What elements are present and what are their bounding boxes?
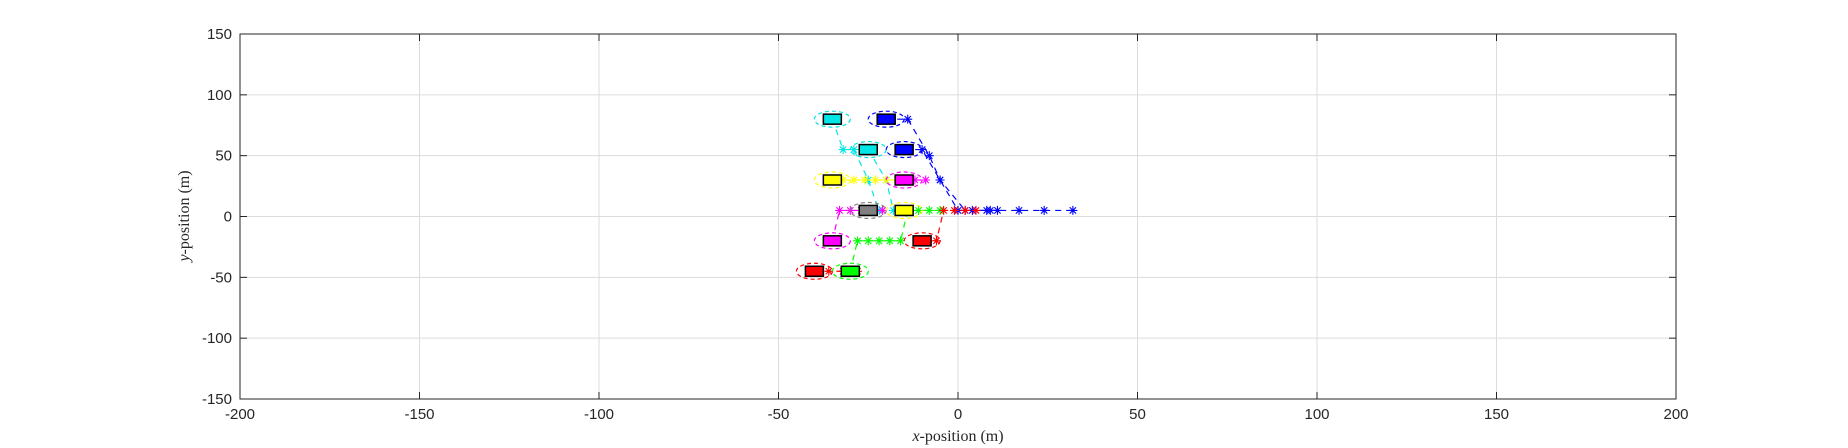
uncertainty-ellipse bbox=[813, 171, 851, 189]
trajectory-point bbox=[931, 236, 941, 246]
trajectory-point bbox=[849, 175, 859, 185]
uncertainty-ellipses bbox=[795, 110, 941, 280]
trajectory-point bbox=[982, 205, 992, 215]
uncertainty-ellipse bbox=[885, 201, 923, 220]
vehicle-marker bbox=[894, 174, 914, 186]
trajectory-point bbox=[874, 236, 884, 246]
trajectory-point bbox=[863, 236, 873, 246]
uncertainty-ellipse bbox=[885, 171, 923, 189]
trajectory-point bbox=[960, 205, 970, 215]
x-tick-label: 100 bbox=[1304, 406, 1329, 423]
uncertainty-ellipse bbox=[813, 110, 851, 128]
y-tick-label: -100 bbox=[202, 330, 232, 347]
trajectory-point bbox=[1039, 205, 1049, 215]
x-axis-label: x-position (m) bbox=[911, 428, 1003, 445]
y-tick-label: -150 bbox=[202, 391, 232, 408]
vehicle-marker bbox=[894, 204, 914, 217]
ticks: -200 -150 -100 -50 0 50 100 150 200-150-100-5005… bbox=[202, 26, 1689, 423]
trajectory-point bbox=[992, 205, 1002, 215]
trajectory-point bbox=[852, 236, 862, 246]
trajectory-point bbox=[971, 205, 981, 215]
trajectory-point bbox=[860, 175, 870, 185]
vehicle-marker bbox=[804, 265, 825, 277]
trajectory-point bbox=[935, 175, 945, 185]
trajectory-point bbox=[870, 175, 880, 185]
trajectory-point bbox=[949, 205, 959, 215]
trajectory-point bbox=[903, 114, 913, 124]
x-tick-label: -50 bbox=[768, 406, 790, 423]
trajectory-point bbox=[921, 175, 931, 185]
y-axis-label: y-position (m) bbox=[176, 170, 193, 263]
vehicle-marker bbox=[822, 235, 843, 247]
trajectory-point bbox=[1014, 205, 1024, 215]
vehicles bbox=[804, 113, 932, 277]
vehicle-marker bbox=[822, 113, 843, 125]
x-tick-label: 200 bbox=[1663, 406, 1688, 423]
trajectory-point bbox=[888, 205, 898, 215]
uncertainty-ellipse bbox=[813, 232, 851, 250]
x-tick-label: -200 bbox=[225, 406, 255, 423]
x-tick-label: 150 bbox=[1484, 406, 1509, 423]
trajectory-point bbox=[924, 151, 934, 161]
grid bbox=[240, 34, 1676, 399]
trajectory-point bbox=[914, 205, 924, 215]
trajectory-point bbox=[838, 175, 848, 185]
y-tick-label: 0 bbox=[224, 209, 232, 226]
x-tick-label: -150 bbox=[404, 406, 434, 423]
x-tick-label: 50 bbox=[1129, 406, 1146, 423]
vehicle-marker bbox=[858, 143, 878, 156]
x-tick-label: 0 bbox=[954, 406, 962, 423]
trajectory-point bbox=[835, 205, 845, 215]
trajectory-point bbox=[896, 236, 906, 246]
uncertainty-ellipse bbox=[903, 232, 941, 250]
trajectory-point bbox=[924, 205, 934, 215]
trajectory-point bbox=[824, 266, 834, 276]
trajectory-point bbox=[878, 205, 888, 215]
y-tick-label: -50 bbox=[210, 269, 232, 286]
y-tick-label: 150 bbox=[207, 26, 232, 43]
trajectory-point bbox=[838, 145, 848, 155]
x-tick-label: -100 bbox=[584, 406, 614, 423]
trajectory-line bbox=[849, 209, 941, 272]
vehicle-marker bbox=[912, 235, 932, 247]
trajectory-line bbox=[831, 209, 883, 241]
uncertainty-ellipse bbox=[885, 140, 923, 159]
trajectory-point bbox=[849, 145, 859, 155]
vehicle-marker bbox=[876, 113, 896, 125]
vehicle-marker bbox=[858, 204, 878, 217]
trajectory-point bbox=[910, 175, 920, 185]
uncertainty-ellipse bbox=[831, 262, 869, 280]
trajectory-line bbox=[886, 118, 1073, 212]
trajectory-point bbox=[939, 205, 949, 215]
y-tick-label: 100 bbox=[207, 87, 232, 104]
trajectory-point bbox=[885, 236, 895, 246]
vehicle-marker bbox=[894, 143, 914, 156]
uncertainty-ellipse bbox=[867, 110, 905, 128]
vehicle-marker bbox=[840, 265, 861, 277]
y-tick-label: 50 bbox=[215, 148, 232, 165]
vehicle-marker bbox=[822, 174, 843, 186]
trajectory-point bbox=[1068, 205, 1078, 215]
